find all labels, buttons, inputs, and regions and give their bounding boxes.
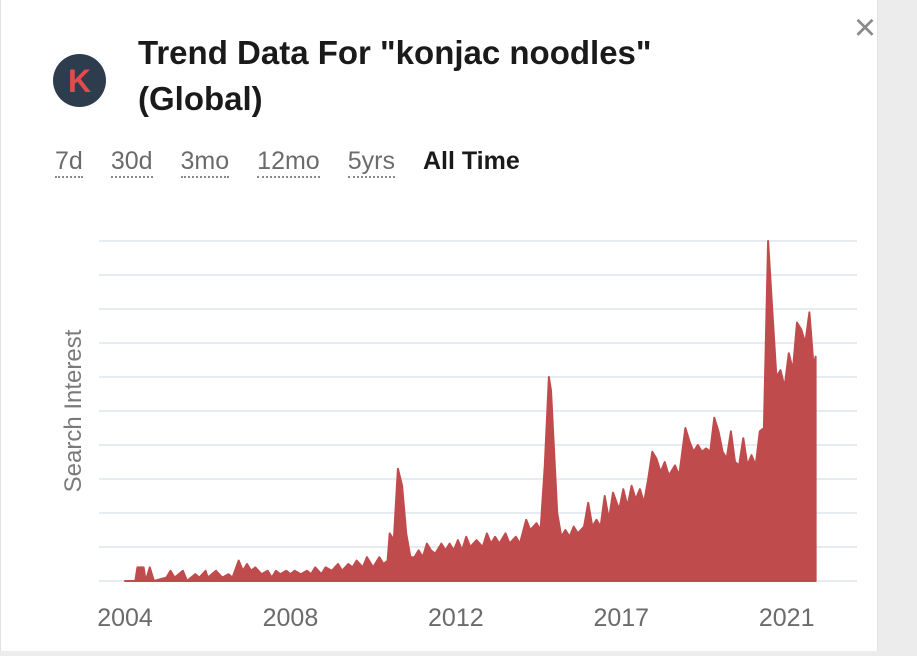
close-icon[interactable]: × xyxy=(853,7,877,49)
trend-card: K Trend Data For "konjac noodles" (Globa… xyxy=(0,0,878,651)
x-tick-label: 2017 xyxy=(593,604,649,632)
y-axis-label: Search Interest xyxy=(60,329,87,492)
range-tab-all-time[interactable]: All Time xyxy=(422,147,520,175)
x-tick-label: 2012 xyxy=(428,604,484,632)
logo-letter: K xyxy=(67,62,92,99)
trend-chart: 2004 2008 2012 2017 2021 Search Interest xyxy=(1,220,879,651)
range-tab-12mo[interactable]: 12mo xyxy=(257,146,320,178)
x-tick-label: 2008 xyxy=(263,604,319,632)
x-tick-label: 2004 xyxy=(97,604,153,632)
range-tab-7d[interactable]: 7d xyxy=(55,146,83,178)
search-interest-area xyxy=(124,240,817,582)
range-tab-30d[interactable]: 30d xyxy=(110,146,153,178)
range-tab-5yrs[interactable]: 5yrs xyxy=(347,146,395,178)
trend-chart-svg: 2004 2008 2012 2017 2021 Search Interest xyxy=(60,240,857,632)
x-tick-label: 2021 xyxy=(759,604,815,632)
time-range-tabs: 7d 30d 3mo 12mo 5yrs All Time xyxy=(55,146,548,178)
range-tab-3mo[interactable]: 3mo xyxy=(180,146,230,178)
page-title: Trend Data For "konjac noodles" (Global) xyxy=(138,34,652,117)
x-axis-ticks: 2004 2008 2012 2017 2021 xyxy=(97,604,814,632)
brand-logo: K xyxy=(53,54,106,107)
